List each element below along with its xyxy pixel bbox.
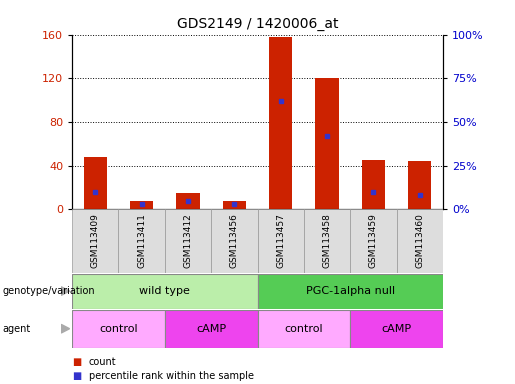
- Text: GSM113456: GSM113456: [230, 214, 239, 268]
- Polygon shape: [61, 324, 70, 333]
- Text: GSM113458: GSM113458: [322, 214, 332, 268]
- Text: count: count: [89, 357, 116, 367]
- Text: PGC-1alpha null: PGC-1alpha null: [305, 286, 395, 296]
- Bar: [72, 310, 165, 348]
- Bar: [258, 209, 304, 273]
- Bar: [130, 200, 153, 209]
- Text: GSM113412: GSM113412: [183, 214, 193, 268]
- Bar: [315, 78, 338, 209]
- Bar: [304, 209, 350, 273]
- Bar: [222, 200, 246, 209]
- Bar: [397, 209, 443, 273]
- Bar: [350, 310, 443, 348]
- Bar: [408, 161, 431, 209]
- Bar: [72, 209, 118, 273]
- Text: agent: agent: [3, 324, 31, 334]
- Text: GSM113409: GSM113409: [91, 214, 100, 268]
- Text: cAMP: cAMP: [382, 324, 411, 334]
- Bar: [362, 160, 385, 209]
- Text: cAMP: cAMP: [196, 324, 226, 334]
- Text: GSM113459: GSM113459: [369, 214, 378, 268]
- Text: control: control: [284, 324, 323, 334]
- Text: genotype/variation: genotype/variation: [3, 286, 95, 296]
- Bar: [72, 274, 258, 309]
- Bar: [211, 209, 258, 273]
- Text: GSM113457: GSM113457: [276, 214, 285, 268]
- Bar: [258, 274, 443, 309]
- Bar: [84, 157, 107, 209]
- Bar: [165, 310, 258, 348]
- Bar: [118, 209, 165, 273]
- Text: wild type: wild type: [140, 286, 190, 296]
- Title: GDS2149 / 1420006_at: GDS2149 / 1420006_at: [177, 17, 338, 31]
- Text: ■: ■: [72, 357, 81, 367]
- Bar: [176, 193, 199, 209]
- Bar: [350, 209, 397, 273]
- Text: GSM113460: GSM113460: [415, 214, 424, 268]
- Text: GSM113411: GSM113411: [137, 214, 146, 268]
- Text: ■: ■: [72, 371, 81, 381]
- Polygon shape: [61, 287, 70, 295]
- Text: percentile rank within the sample: percentile rank within the sample: [89, 371, 253, 381]
- Bar: [258, 310, 350, 348]
- Text: control: control: [99, 324, 138, 334]
- Bar: [269, 37, 293, 209]
- Bar: [165, 209, 211, 273]
